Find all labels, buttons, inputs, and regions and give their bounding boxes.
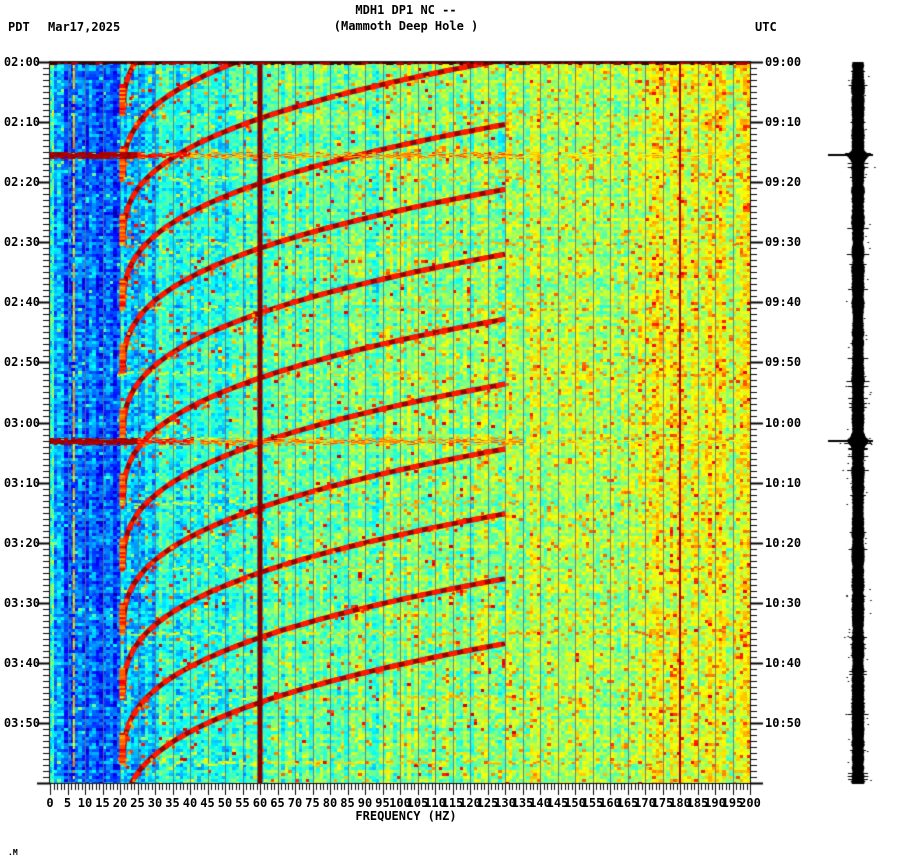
left-time-label: 02:00 bbox=[3, 55, 40, 69]
freq-tick-label: 110 bbox=[424, 796, 446, 810]
freq-tick-label: 160 bbox=[599, 796, 621, 810]
right-time-label: 09:40 bbox=[765, 295, 802, 310]
freq-tick-label: 20 bbox=[112, 796, 128, 810]
left-time-label: 03:10 bbox=[3, 475, 40, 490]
freq-axis-title: FREQUENCY (HZ) bbox=[355, 809, 457, 823]
right-time-label: 10:20 bbox=[765, 535, 802, 550]
freq-tick-label: 45 bbox=[200, 796, 215, 810]
freq-tick-label: 15 bbox=[95, 796, 110, 810]
left-time-label: 03:40 bbox=[3, 655, 40, 670]
freq-tick-label: 150 bbox=[564, 796, 586, 810]
freq-tick-label: 180 bbox=[669, 796, 691, 810]
right-time-label: 10:10 bbox=[765, 475, 802, 490]
right-time-label: 09:30 bbox=[765, 235, 802, 250]
freq-tick-label: 100 bbox=[389, 796, 411, 810]
freq-tick-label: 115 bbox=[441, 796, 464, 810]
freq-tick-label: 195 bbox=[721, 796, 744, 810]
freq-tick-label: 120 bbox=[459, 796, 481, 810]
right-time-label: 10:40 bbox=[765, 655, 802, 670]
freq-tick-label: 10 bbox=[77, 796, 93, 810]
freq-tick-label: 130 bbox=[494, 796, 516, 810]
left-time-label: 02:50 bbox=[3, 355, 40, 370]
freq-tick-label: 25 bbox=[130, 796, 145, 810]
freq-tick-label: 85 bbox=[340, 796, 355, 810]
freq-tick-label: 175 bbox=[651, 796, 674, 810]
freq-tick-label: 170 bbox=[634, 796, 656, 810]
freq-tick-label: 125 bbox=[476, 796, 499, 810]
right-time-label: 09:10 bbox=[765, 115, 802, 130]
right-time-label: 10:50 bbox=[765, 715, 802, 730]
freq-tick-label: 185 bbox=[686, 796, 709, 810]
freq-tick-label: 75 bbox=[305, 796, 320, 810]
freq-tick-label: 135 bbox=[511, 796, 534, 810]
freq-tick-label: 80 bbox=[322, 796, 338, 810]
left-time-label: 03:20 bbox=[3, 535, 40, 550]
freq-tick-label: 70 bbox=[287, 796, 303, 810]
freq-tick-label: 50 bbox=[217, 796, 233, 810]
left-time-label: 03:50 bbox=[3, 715, 40, 730]
freq-tick-label: 165 bbox=[616, 796, 639, 810]
right-time-label: 10:00 bbox=[765, 415, 802, 430]
freq-tick-label: 65 bbox=[270, 796, 285, 810]
freq-tick-label: 145 bbox=[546, 796, 569, 810]
freq-tick-label: 35 bbox=[165, 796, 180, 810]
left-time-label: 02:30 bbox=[3, 235, 40, 250]
freq-tick-label: 55 bbox=[235, 796, 250, 810]
freq-tick-label: 30 bbox=[147, 796, 163, 810]
left-time-label: 02:10 bbox=[3, 115, 40, 130]
freq-tick-label: 200 bbox=[739, 796, 761, 810]
freq-tick-label: 155 bbox=[581, 796, 604, 810]
freq-tick-label: 60 bbox=[252, 796, 268, 810]
left-time-label: 02:20 bbox=[3, 175, 40, 190]
freq-tick-label: 190 bbox=[704, 796, 726, 810]
left-time-label: 03:30 bbox=[3, 595, 40, 610]
freq-tick-label: 105 bbox=[406, 796, 429, 810]
freq-tick-label: 40 bbox=[182, 796, 198, 810]
freq-tick-label: 0 bbox=[46, 796, 54, 810]
left-time-label: 03:00 bbox=[3, 415, 40, 430]
right-time-label: 10:30 bbox=[765, 595, 802, 610]
freq-tick-label: 140 bbox=[529, 796, 551, 810]
watermark: .M bbox=[8, 848, 18, 857]
freq-tick-label: 90 bbox=[357, 796, 373, 810]
right-time-label: 09:20 bbox=[765, 175, 802, 190]
freq-tick-label: 5 bbox=[63, 796, 72, 810]
right-time-label: 09:50 bbox=[765, 355, 802, 370]
left-time-label: 02:40 bbox=[3, 295, 40, 310]
freq-tick-label: 95 bbox=[375, 796, 390, 810]
right-time-label: 09:00 bbox=[765, 55, 802, 69]
